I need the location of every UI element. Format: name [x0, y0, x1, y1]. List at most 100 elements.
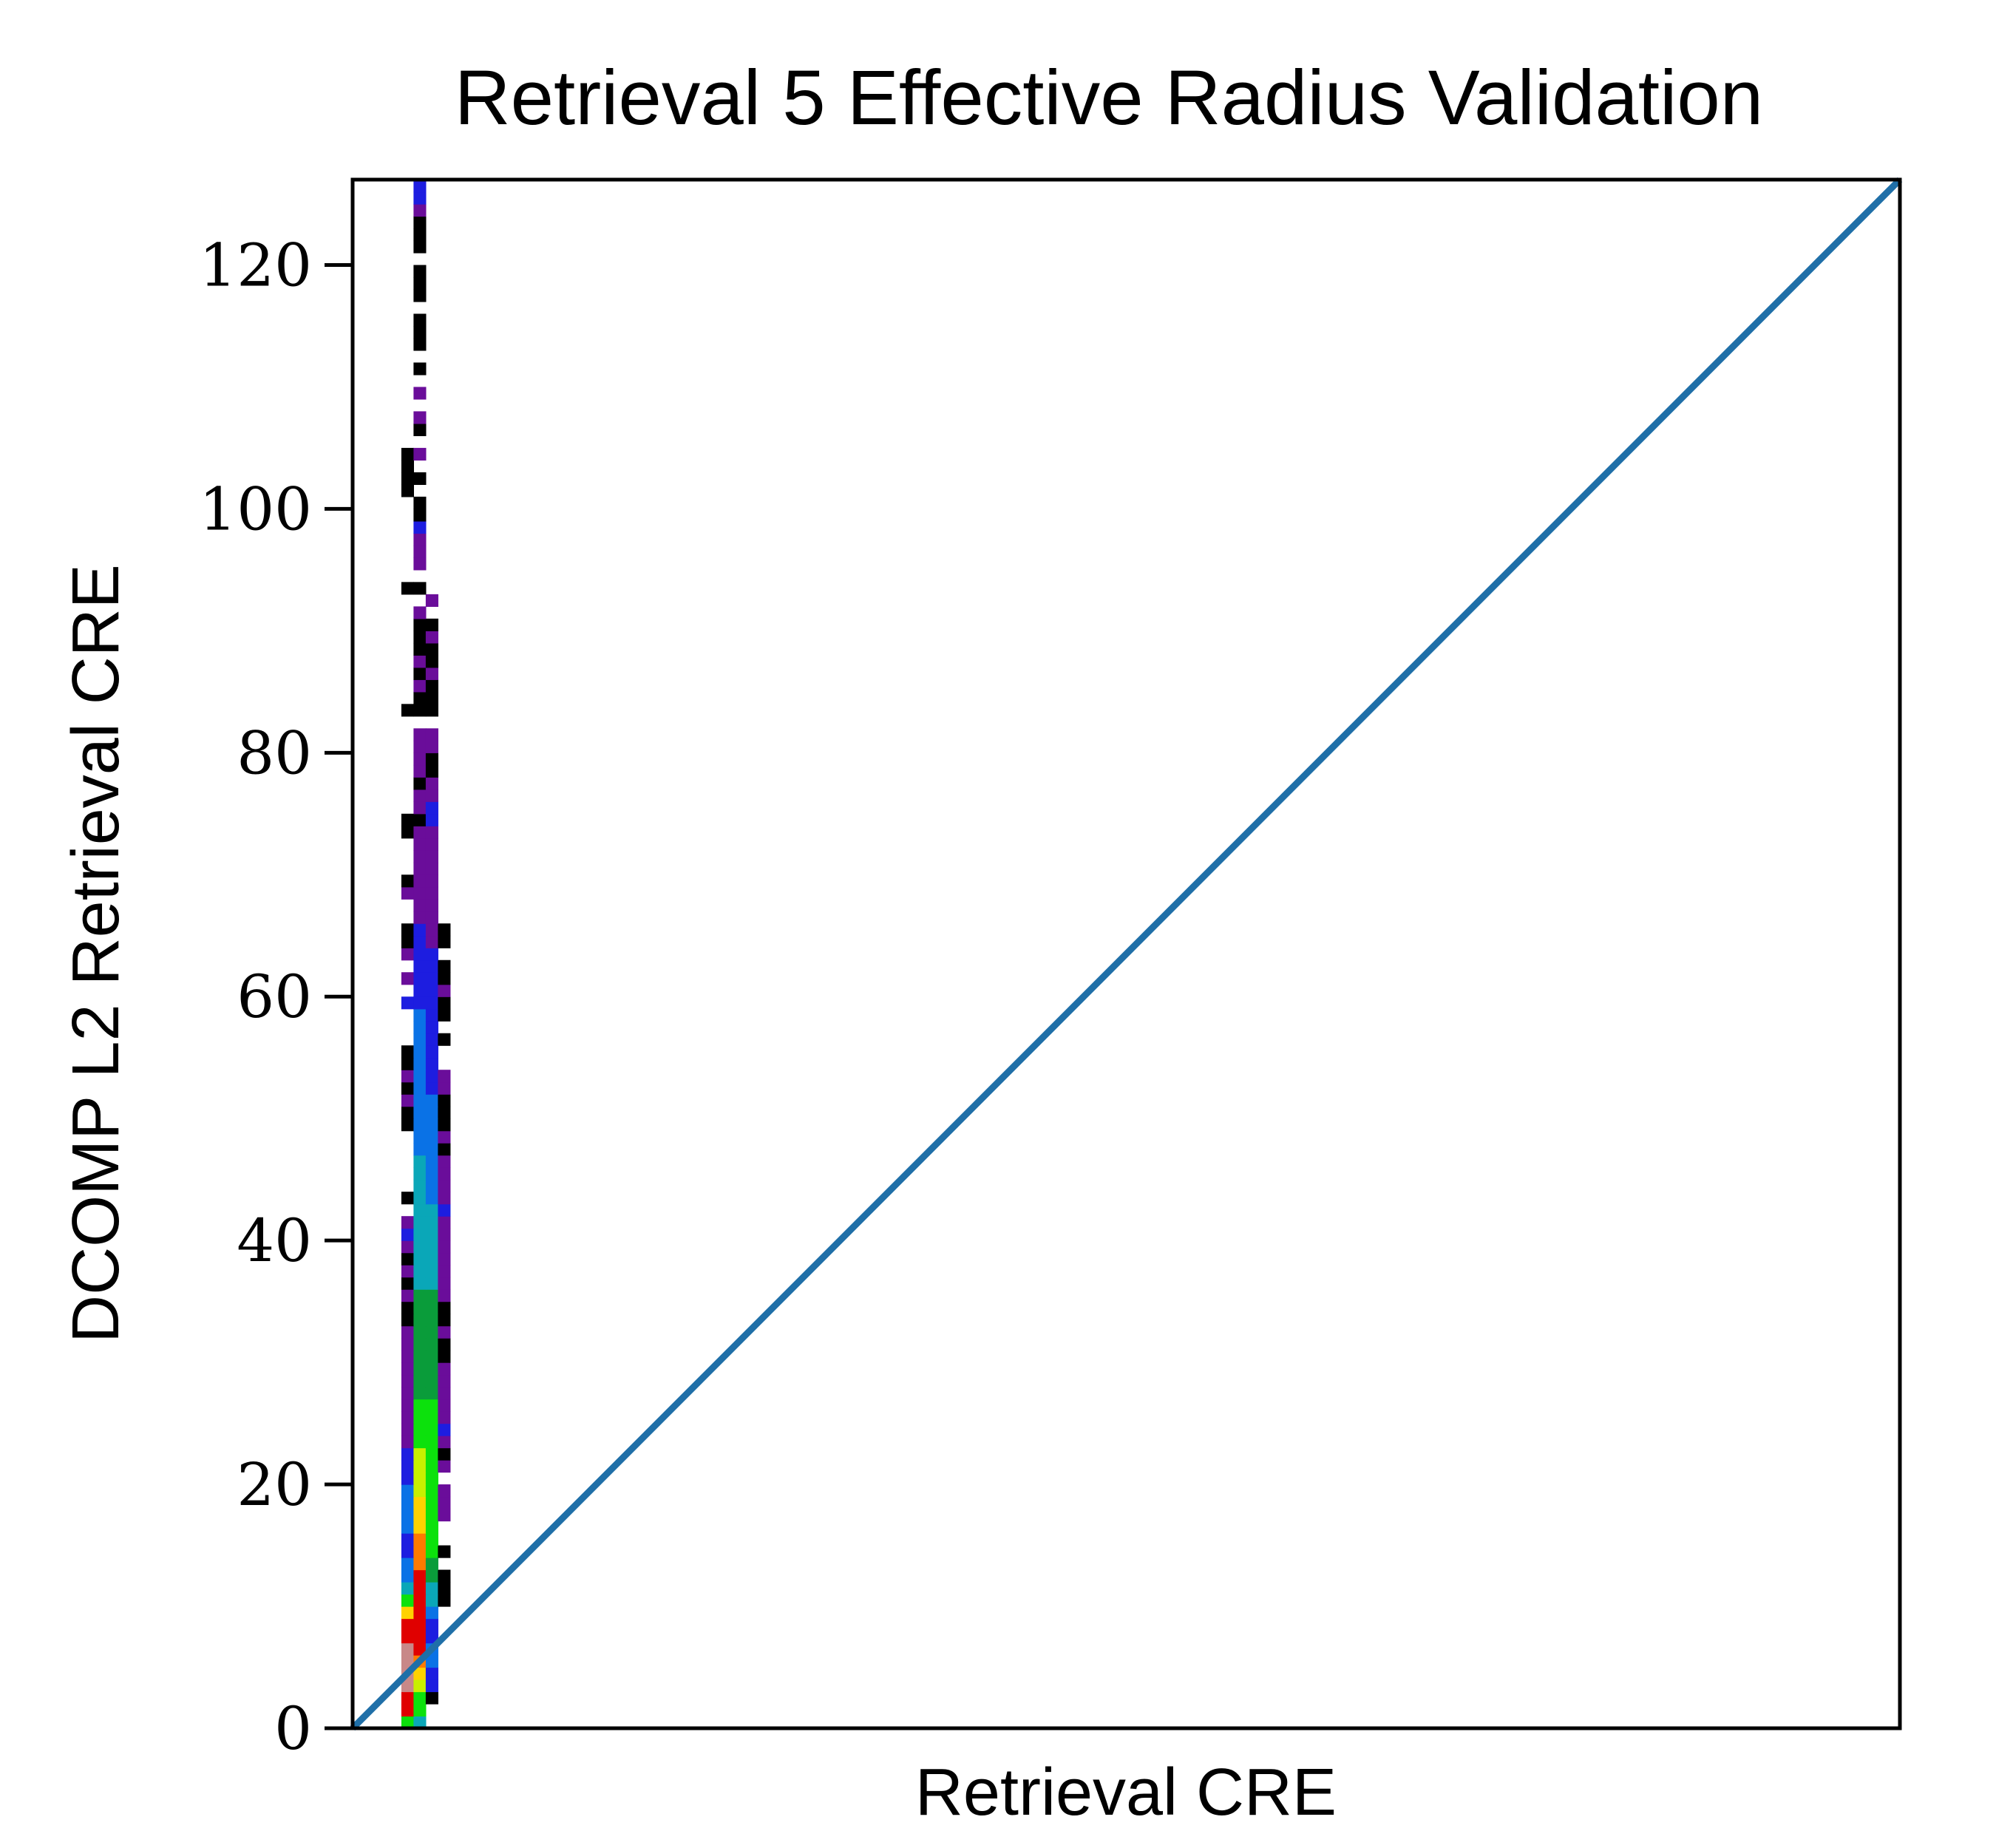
heatmap-cell: [413, 850, 427, 863]
heatmap-cell: [425, 886, 438, 900]
heatmap-cell: [401, 1447, 414, 1461]
heatmap-cell: [413, 1118, 427, 1132]
heatmap-cell: [401, 826, 414, 839]
heatmap-cell: [413, 1265, 427, 1278]
heatmap-cell: [425, 1167, 438, 1181]
heatmap-cell: [413, 1606, 427, 1620]
heatmap-cell: [425, 1533, 438, 1546]
heatmap-cell: [413, 582, 427, 595]
heatmap-cell: [425, 1496, 438, 1509]
heatmap-cell: [401, 1472, 414, 1485]
heatmap-cell: [425, 1106, 438, 1119]
heatmap-cell: [425, 1240, 438, 1254]
heatmap-cell: [401, 1362, 414, 1376]
heatmap-cell: [425, 1008, 438, 1022]
y-tick-label: 80: [237, 719, 312, 787]
heatmap-cell: [413, 325, 427, 339]
heatmap-cell: [401, 1460, 414, 1473]
heatmap-cell: [413, 509, 427, 522]
heatmap-cell: [413, 203, 427, 217]
heatmap-cell: [401, 1521, 414, 1534]
heatmap-cell: [425, 691, 438, 704]
heatmap-cell: [413, 1496, 427, 1509]
heatmap-cell: [413, 472, 427, 486]
heatmap-cell: [413, 764, 427, 778]
heatmap-cell: [413, 789, 427, 802]
heatmap-cell: [413, 1545, 427, 1558]
heatmap-cell: [413, 533, 427, 546]
heatmap-cell: [413, 1155, 427, 1168]
heatmap-cell: [438, 1252, 451, 1266]
heatmap-cell: [401, 1691, 414, 1705]
heatmap-cell: [401, 1081, 414, 1095]
heatmap-cell: [425, 801, 438, 815]
heatmap-cell: [438, 1423, 451, 1436]
heatmap-cell: [425, 838, 438, 851]
heatmap-cell: [425, 1216, 438, 1229]
heatmap-cell: [401, 1277, 414, 1290]
heatmap-cell: [438, 1203, 451, 1217]
heatmap-cell: [438, 1362, 451, 1376]
heatmap-cell: [425, 1094, 438, 1107]
heatmap-cell: [425, 948, 438, 961]
heatmap-cell: [401, 1545, 414, 1558]
heatmap-cell: [413, 911, 427, 924]
heatmap-cell: [438, 1106, 451, 1119]
heatmap-cell: [401, 1228, 414, 1241]
heatmap-cell: [425, 1289, 438, 1302]
heatmap-cell: [413, 1643, 427, 1656]
heatmap-cell: [438, 1545, 451, 1558]
heatmap-cell: [413, 1423, 427, 1436]
heatmap-cell: [425, 1203, 438, 1217]
heatmap-cell: [401, 886, 414, 900]
heatmap-cell: [401, 1533, 414, 1546]
heatmap-cell: [401, 1399, 414, 1412]
heatmap-cell: [401, 472, 414, 486]
heatmap-cell: [438, 1447, 451, 1461]
heatmap-cells: [401, 180, 451, 1729]
heatmap-cell: [413, 496, 427, 509]
heatmap-cell: [413, 1679, 427, 1693]
heatmap-cell: [425, 850, 438, 863]
heatmap-cell: [425, 972, 438, 985]
heatmap-cell: [413, 704, 427, 717]
heatmap-cell: [413, 1484, 427, 1498]
heatmap-cell: [425, 826, 438, 839]
heatmap-cell: [425, 959, 438, 973]
heatmap-cell: [401, 1655, 414, 1668]
heatmap-cell: [413, 959, 427, 973]
heatmap-cell: [425, 594, 438, 607]
heatmap-cell: [401, 1314, 414, 1327]
heatmap-cell: [438, 1374, 451, 1387]
heatmap-cell: [438, 972, 451, 985]
heatmap-cell: [438, 1118, 451, 1132]
heatmap-cell: [425, 1374, 438, 1387]
heatmap-cell: [438, 1033, 451, 1046]
heatmap-cell: [413, 1021, 427, 1034]
heatmap-cell: [413, 1277, 427, 1290]
heatmap-cell: [425, 642, 438, 656]
heatmap-cell: [413, 1325, 427, 1339]
heatmap-cell: [413, 923, 427, 937]
heatmap-cell: [425, 1179, 438, 1192]
heatmap-cell: [438, 1094, 451, 1107]
heatmap-cell: [413, 886, 427, 900]
heatmap-cell: [413, 1057, 427, 1070]
heatmap-cell: [413, 862, 427, 875]
heatmap-cell: [425, 1582, 438, 1595]
heatmap-cell: [438, 1460, 451, 1473]
heatmap-cell: [413, 667, 427, 680]
heatmap-cell: [425, 1228, 438, 1241]
heatmap-cell: [425, 789, 438, 802]
heatmap-cell: [401, 1704, 414, 1717]
heatmap-cell: [425, 1350, 438, 1363]
x-axis-label: Retrieval CRE: [915, 1756, 1337, 1830]
heatmap-cell: [413, 740, 427, 753]
heatmap-cell: [425, 1484, 438, 1498]
heatmap-cell: [413, 1106, 427, 1119]
heatmap-cell: [425, 1130, 438, 1144]
y-axis-ticks: 0 20 40 60 80 100 120: [199, 231, 353, 1763]
heatmap-cell: [413, 801, 427, 815]
heatmap-cell: [425, 862, 438, 875]
